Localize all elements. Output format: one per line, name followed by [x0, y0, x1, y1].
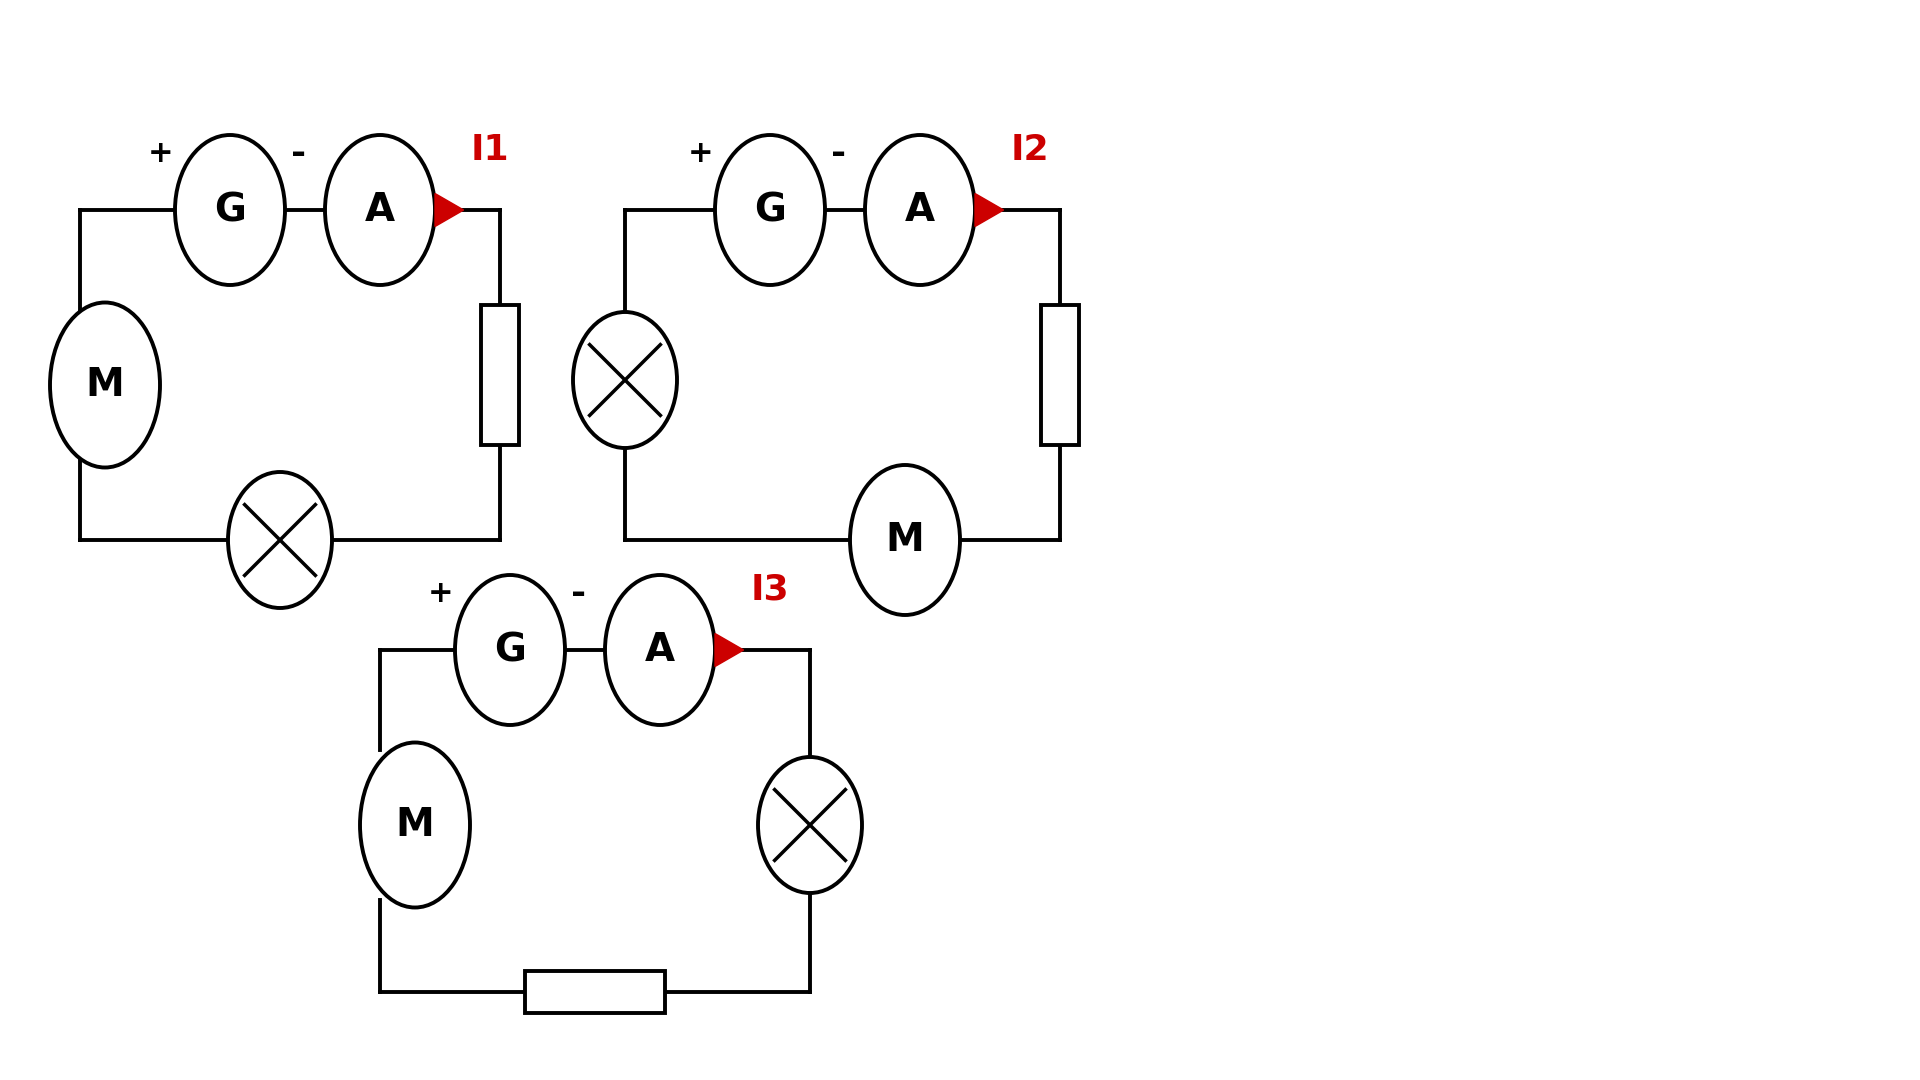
Text: +: + — [148, 139, 175, 168]
Ellipse shape — [605, 575, 714, 725]
Ellipse shape — [228, 472, 332, 608]
Ellipse shape — [866, 135, 975, 285]
Ellipse shape — [851, 465, 960, 615]
Text: M: M — [885, 521, 924, 559]
Bar — [482, 305, 518, 445]
Bar — [524, 971, 664, 1013]
Text: I1: I1 — [470, 133, 509, 167]
Text: +: + — [428, 579, 453, 608]
Text: G: G — [213, 191, 246, 229]
Bar — [1041, 305, 1079, 445]
Text: -: - — [572, 577, 588, 611]
Text: -: - — [292, 137, 307, 171]
Text: G: G — [493, 631, 526, 669]
Ellipse shape — [324, 135, 436, 285]
Text: M: M — [86, 366, 125, 404]
Ellipse shape — [361, 743, 470, 907]
Text: A: A — [645, 631, 676, 669]
Text: M: M — [396, 806, 434, 843]
Ellipse shape — [758, 757, 862, 893]
Ellipse shape — [714, 135, 826, 285]
Text: +: + — [687, 139, 714, 168]
Text: I2: I2 — [1010, 133, 1050, 167]
Text: -: - — [831, 137, 847, 171]
Text: A: A — [365, 191, 396, 229]
Ellipse shape — [455, 575, 564, 725]
Polygon shape — [975, 193, 1004, 227]
Polygon shape — [714, 634, 743, 666]
Ellipse shape — [50, 302, 159, 468]
Ellipse shape — [572, 312, 678, 448]
Polygon shape — [436, 193, 463, 227]
Text: G: G — [755, 191, 785, 229]
Ellipse shape — [175, 135, 284, 285]
Text: I3: I3 — [751, 573, 789, 607]
Text: A: A — [904, 191, 935, 229]
